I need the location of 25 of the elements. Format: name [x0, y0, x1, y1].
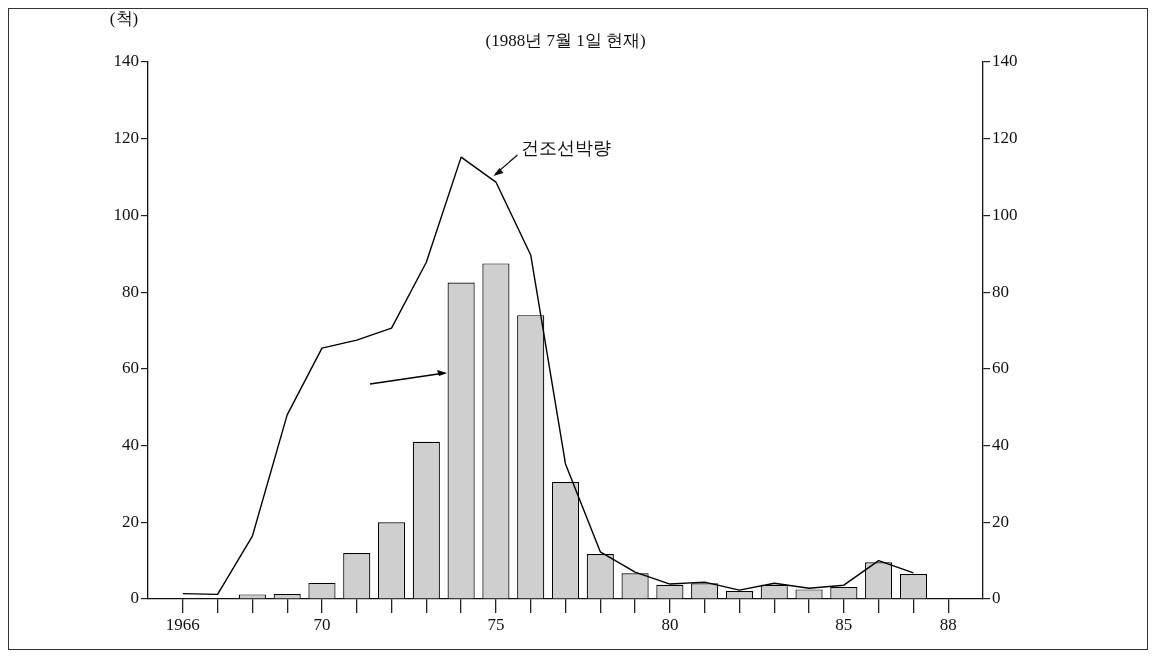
y2-tick-label: 100: [992, 204, 1018, 224]
y-axis-title: (척): [109, 9, 139, 29]
y-tick-label: 20: [122, 511, 139, 531]
y2-tick-label: 80: [992, 281, 1009, 301]
x-tick-label: 85: [835, 614, 853, 634]
y-tick-label: 60: [122, 358, 139, 378]
x-tick-label: 1966: [165, 614, 200, 634]
x-tick-label: 80: [661, 614, 679, 634]
x-tick-label: 75: [487, 614, 505, 634]
y-tick-label: 100: [113, 204, 139, 224]
x-tick-label: 88: [939, 614, 957, 634]
annotation: 건조선박량: [521, 137, 612, 158]
y2-tick-label: 20: [992, 511, 1009, 531]
y2-tick-label: 60: [992, 358, 1009, 378]
x-tick-label: 70: [313, 614, 331, 634]
y-tick-label: 120: [113, 128, 139, 148]
y-tick-label: 40: [122, 435, 139, 455]
y2-tick-label: 0: [992, 588, 1001, 608]
chart-title: (1988년 7월 1일 현재): [485, 31, 646, 51]
y-tick-label: 140: [113, 51, 139, 71]
y2-tick-label: 120: [992, 128, 1018, 148]
y-tick-label: 80: [122, 281, 139, 301]
y2-tick-label: 140: [992, 51, 1018, 71]
y2-tick-label: 40: [992, 435, 1009, 455]
y-tick-label: 0: [130, 588, 139, 608]
